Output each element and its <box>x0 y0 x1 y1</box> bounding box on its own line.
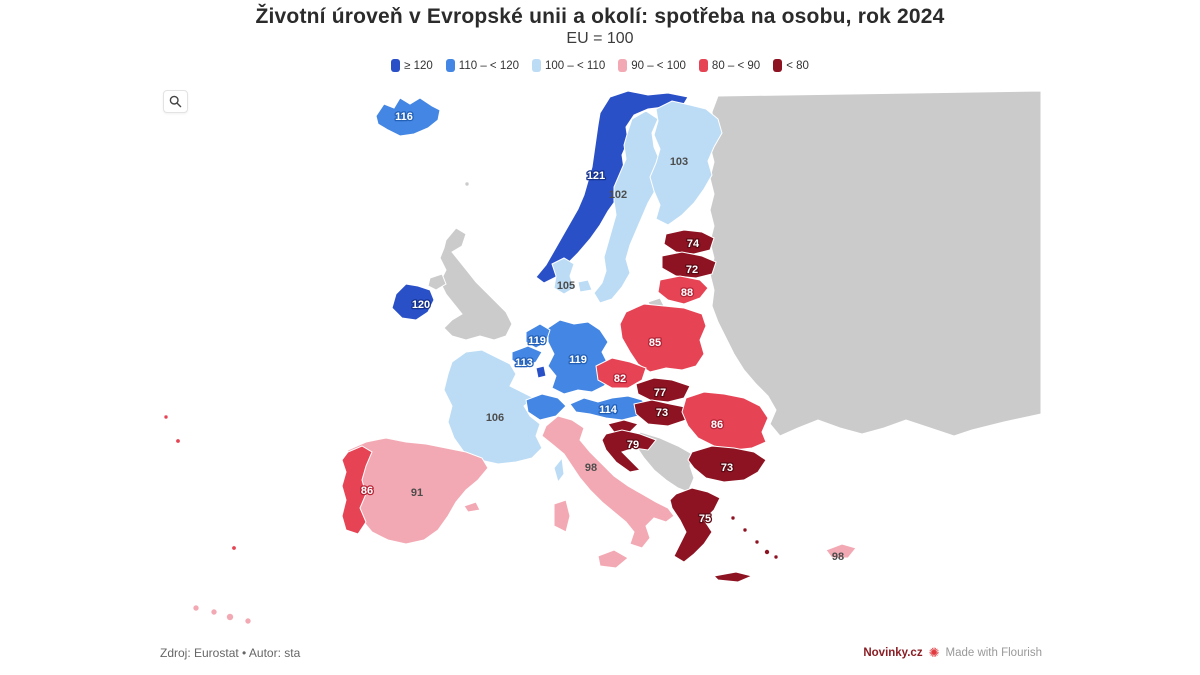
region-northern-ireland <box>427 273 447 291</box>
page-subtitle: EU = 100 <box>566 30 634 47</box>
region-canary-islands <box>192 604 252 625</box>
country-luxembourg[interactable] <box>535 365 547 379</box>
country-poland[interactable] <box>619 303 707 373</box>
country-hungary[interactable] <box>633 399 691 427</box>
legend-item-c90_100[interactable]: 90 – < 100 <box>618 59 686 72</box>
legend-label: 80 – < 90 <box>711 59 761 72</box>
zoom-button[interactable] <box>163 90 188 113</box>
legend-swatch <box>391 59 401 72</box>
country-slovenia[interactable] <box>607 419 639 433</box>
legend-label: 100 – < 110 <box>545 59 606 72</box>
country-finland[interactable] <box>649 100 723 226</box>
country-bulgaria[interactable] <box>687 445 767 483</box>
legend-item-c100_110[interactable]: 100 – < 110 <box>532 59 605 72</box>
country-portugal[interactable] <box>341 445 373 535</box>
legend-item-c110_120[interactable]: 110 – < 120 <box>445 59 520 72</box>
legend-item-c80_90[interactable]: 80 – < 90 <box>698 59 761 72</box>
legend-swatch <box>445 59 455 72</box>
country-czechia[interactable] <box>595 357 647 389</box>
legend-label: 110 – < 120 <box>458 59 520 72</box>
country-denmark[interactable] <box>551 257 593 295</box>
legend-swatch <box>773 59 783 72</box>
region-azores <box>163 414 181 444</box>
magnifier-icon <box>169 95 182 108</box>
legend-label: ≥ 120 <box>404 59 433 72</box>
source-credit: Zdroj: Eurostat • Autor: sta <box>160 646 301 660</box>
legend: ≥ 120 110 – < 120 100 – < 110 90 – < 100 80 … <box>0 59 1200 72</box>
country-ireland[interactable] <box>391 283 435 321</box>
country-romania[interactable] <box>681 391 769 451</box>
legend-swatch <box>618 59 628 72</box>
country-croatia[interactable] <box>601 429 657 473</box>
legend-swatch <box>698 59 708 72</box>
region-madeira <box>231 545 237 551</box>
legend-item-lt80[interactable]: < 80 <box>773 59 809 72</box>
country-italy[interactable] <box>541 415 675 569</box>
country-germany[interactable] <box>547 319 613 395</box>
country-estonia[interactable] <box>663 229 715 255</box>
legend-swatch <box>532 59 542 72</box>
country-iceland[interactable] <box>375 97 441 137</box>
country-turkey[interactable] <box>825 543 857 559</box>
legend-item-ge120[interactable]: ≥ 120 <box>391 59 433 72</box>
footer-branding: Novinky.cz ✺ Made with Flourish <box>863 646 1042 659</box>
country-greece[interactable] <box>669 487 779 583</box>
page-title: Životní úroveň v Evropské unii a okolí: … <box>255 5 945 28</box>
region-corsica <box>553 456 565 484</box>
flourish-icon: ✺ <box>928 645 940 660</box>
legend-label: 90 – < 100 <box>631 59 686 72</box>
country-slovakia[interactable] <box>635 377 691 403</box>
region-east-landmass <box>709 90 1042 437</box>
country-netherlands[interactable] <box>525 323 551 349</box>
country-united-kingdom <box>439 227 513 341</box>
country-france[interactable] <box>443 349 543 465</box>
country-latvia[interactable] <box>661 251 717 279</box>
country-lithuania[interactable] <box>657 275 709 305</box>
made-with-flourish-link[interactable]: Made with Flourish <box>945 646 1042 659</box>
novinky-logo[interactable]: Novinky.cz <box>863 646 923 659</box>
country-belgium[interactable] <box>511 345 543 369</box>
country-switzerland[interactable] <box>525 393 567 421</box>
legend-label: < 80 <box>786 59 809 72</box>
region-faroe <box>464 181 470 187</box>
